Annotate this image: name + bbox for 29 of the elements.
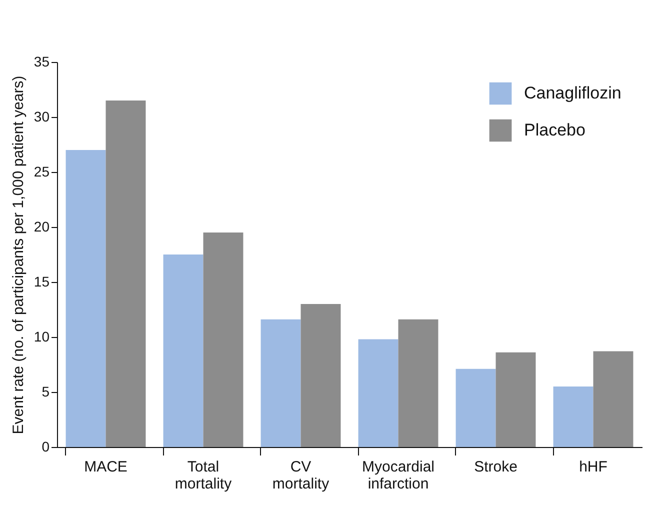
y-tick-label: 20 [34,218,50,234]
bar [300,304,341,447]
legend-label: Placebo [524,120,586,140]
x-tick-label: MACE [84,458,128,476]
x-tick-label: CV mortality [272,458,330,492]
bar [260,319,301,447]
y-tick-label: 10 [34,328,50,344]
y-tick-label: 5 [42,384,50,400]
x-tick-label: Stroke [474,458,518,476]
legend-label: Canagliflozin [524,84,622,102]
bar [163,254,204,447]
bar [106,100,146,447]
bar [358,339,398,447]
bar [203,232,244,447]
y-axis-title: Event rate (no. of participants per 1,000 patient years) [10,76,27,434]
bar [456,368,496,447]
x-tick-label: Myocardial infarction [362,458,435,492]
bar [398,319,438,447]
bar [66,150,106,447]
y-tick-label: 0 [42,438,50,454]
y-tick-label: 25 [34,164,50,180]
x-tick-label: Total mortality [174,458,232,492]
y-tick-label: 30 [34,108,50,124]
x-tick-label: hHF [579,458,608,476]
bar [553,386,594,447]
bar [496,352,536,447]
y-tick-label: 15 [34,274,50,290]
bar [593,351,634,447]
y-tick-label: 35 [34,54,50,70]
